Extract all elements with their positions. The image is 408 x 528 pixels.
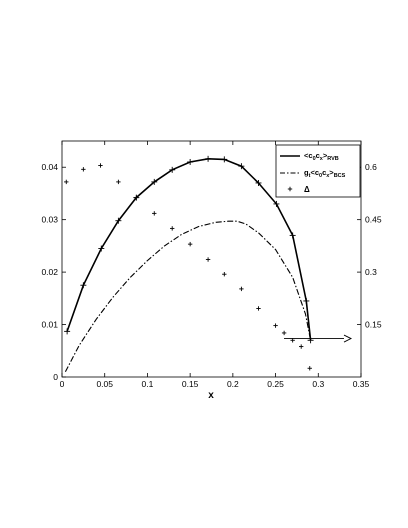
series-rvb-marker — [221, 156, 228, 163]
x-axis-label: x — [208, 390, 214, 401]
series-rvb-marker — [205, 155, 212, 162]
series-rvb-marker — [98, 245, 105, 252]
y-right-tick-label: 0.45 — [365, 215, 382, 225]
series-delta-marker — [81, 167, 86, 172]
series-delta-marker — [205, 257, 211, 262]
y-left-tick-label: 0.01 — [41, 320, 58, 330]
legend-delta-label: Δ — [304, 185, 310, 194]
plot-area — [61, 140, 362, 378]
series-layer — [64, 155, 314, 373]
series-rvb-marker — [303, 297, 310, 304]
x-tick-label: 0.05 — [96, 379, 113, 389]
x-tick-label: 0.3 — [312, 379, 324, 389]
series-delta-marker — [152, 211, 157, 216]
y-right-tick-label: 0.6 — [365, 162, 377, 172]
series-rvb-marker — [115, 217, 122, 224]
plot-frame — [61, 140, 362, 378]
series-rvb-marker — [187, 158, 194, 165]
series-rvb-marker — [64, 328, 71, 335]
y-right-tick-label: 0.3 — [365, 267, 377, 277]
series-delta-marker — [98, 163, 103, 168]
series-delta-marker — [239, 286, 244, 292]
series-rvb-marker — [273, 200, 280, 207]
series-delta-marker — [256, 306, 261, 311]
y-right-tick-label: 0.15 — [365, 320, 382, 330]
series-rvb-line — [66, 157, 312, 341]
tick-labels: 0 0.05 0.1 0.15 0.2 0.25 0.3 0.35 0 0.01 0.02 0.03 0… — [41, 141, 382, 389]
legend-bcs-label: gt<c0cx>BCS — [304, 168, 346, 179]
y-left-tick-label: 0.04 — [41, 162, 58, 172]
y-left-tick-label: 0.02 — [41, 267, 58, 277]
series-rvb-marker — [238, 163, 245, 170]
x-tick-label: 0.35 — [353, 379, 370, 389]
arrow-head — [343, 334, 353, 343]
series-delta-marker — [116, 179, 121, 185]
y-left-tick-label: 0.03 — [41, 215, 58, 225]
series-delta-marker — [134, 195, 139, 200]
x-tick-label: 0.2 — [227, 379, 239, 389]
series-rvb-marker — [151, 178, 158, 185]
x-tick-label: 0.1 — [142, 379, 154, 389]
series-delta-marker — [307, 366, 312, 371]
series-rvb-marker — [169, 166, 176, 173]
series-delta-marker — [64, 179, 69, 185]
legend-delta-swatch — [287, 186, 293, 192]
legend-rvb-label: <c0cx>RVB — [304, 151, 339, 162]
series-bcs-line — [64, 220, 312, 373]
series-delta-marker — [273, 323, 278, 328]
y-left-tick-label: 0 — [53, 372, 58, 382]
series-delta-marker — [222, 272, 227, 277]
axis-arrow — [284, 334, 353, 343]
series-rvb-marker — [80, 282, 87, 289]
legend: <c0cx>RVB gt<c0cx>BCS Δ — [275, 144, 361, 198]
series-delta-marker — [170, 226, 175, 231]
series-rvb-marker — [289, 232, 296, 239]
series-delta-marker — [187, 241, 193, 247]
x-tick-label: 0.25 — [267, 379, 284, 389]
x-tick-label: 0 — [60, 379, 65, 389]
x-tick-label: 0.15 — [182, 379, 199, 389]
series-delta-marker — [281, 330, 287, 336]
series-rvb-marker — [255, 179, 262, 186]
series-delta-marker — [299, 344, 304, 349]
